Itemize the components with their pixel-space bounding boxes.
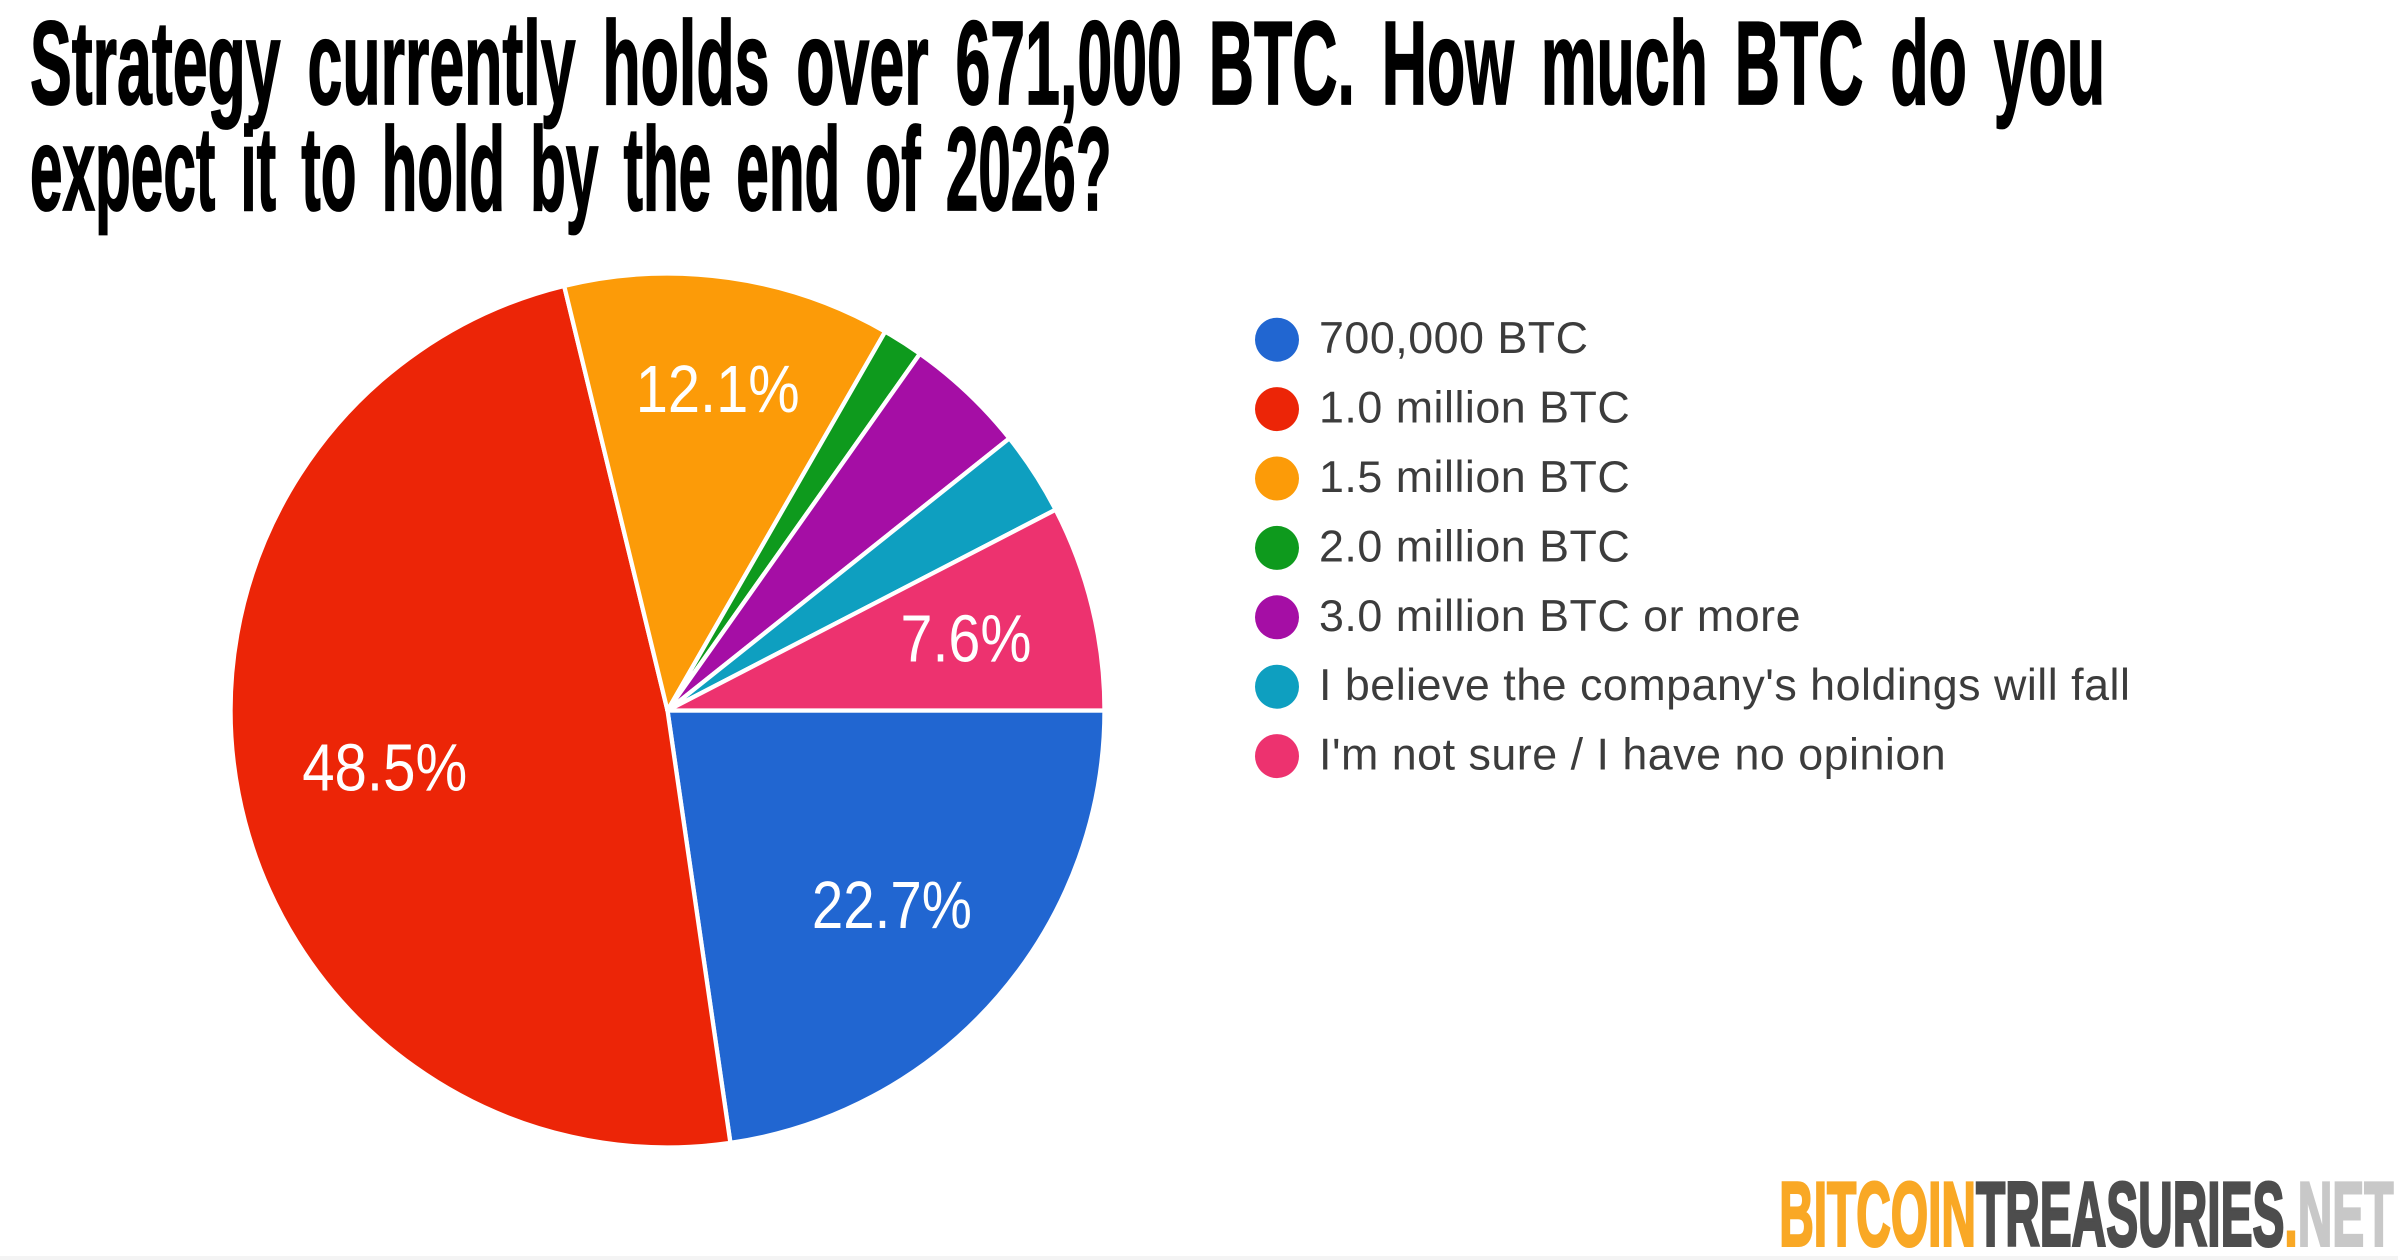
svg-text:I believe the company's holdin: I believe the company's holdings will fa…	[1319, 660, 2130, 710]
svg-text:1.0 million BTC: 1.0 million BTC	[1319, 383, 1630, 433]
svg-text:Strategy currently holds over: Strategy currently holds over 671,000 BT…	[30, 0, 2105, 130]
svg-text:3.0 million BTC or more: 3.0 million BTC or more	[1319, 591, 1801, 641]
svg-text:BITCOINTREASURIES.NET: BITCOINTREASURIES.NET	[1779, 1164, 2393, 1260]
svg-text:700,000 BTC: 700,000 BTC	[1319, 313, 1588, 363]
svg-text:2.0 million BTC: 2.0 million BTC	[1319, 521, 1630, 571]
svg-text:22.7%: 22.7%	[812, 869, 972, 943]
svg-text:7.6%: 7.6%	[901, 603, 1032, 677]
svg-text:I'm not sure / I have no opini: I'm not sure / I have no opinion	[1319, 730, 1946, 780]
svg-text:48.5%: 48.5%	[302, 732, 467, 806]
svg-text:1.5 million BTC: 1.5 million BTC	[1319, 452, 1630, 502]
svg-text:12.1%: 12.1%	[636, 353, 800, 427]
svg-text:expect it to hold by the end o: expect it to hold by the end of 2026?	[30, 102, 1112, 235]
